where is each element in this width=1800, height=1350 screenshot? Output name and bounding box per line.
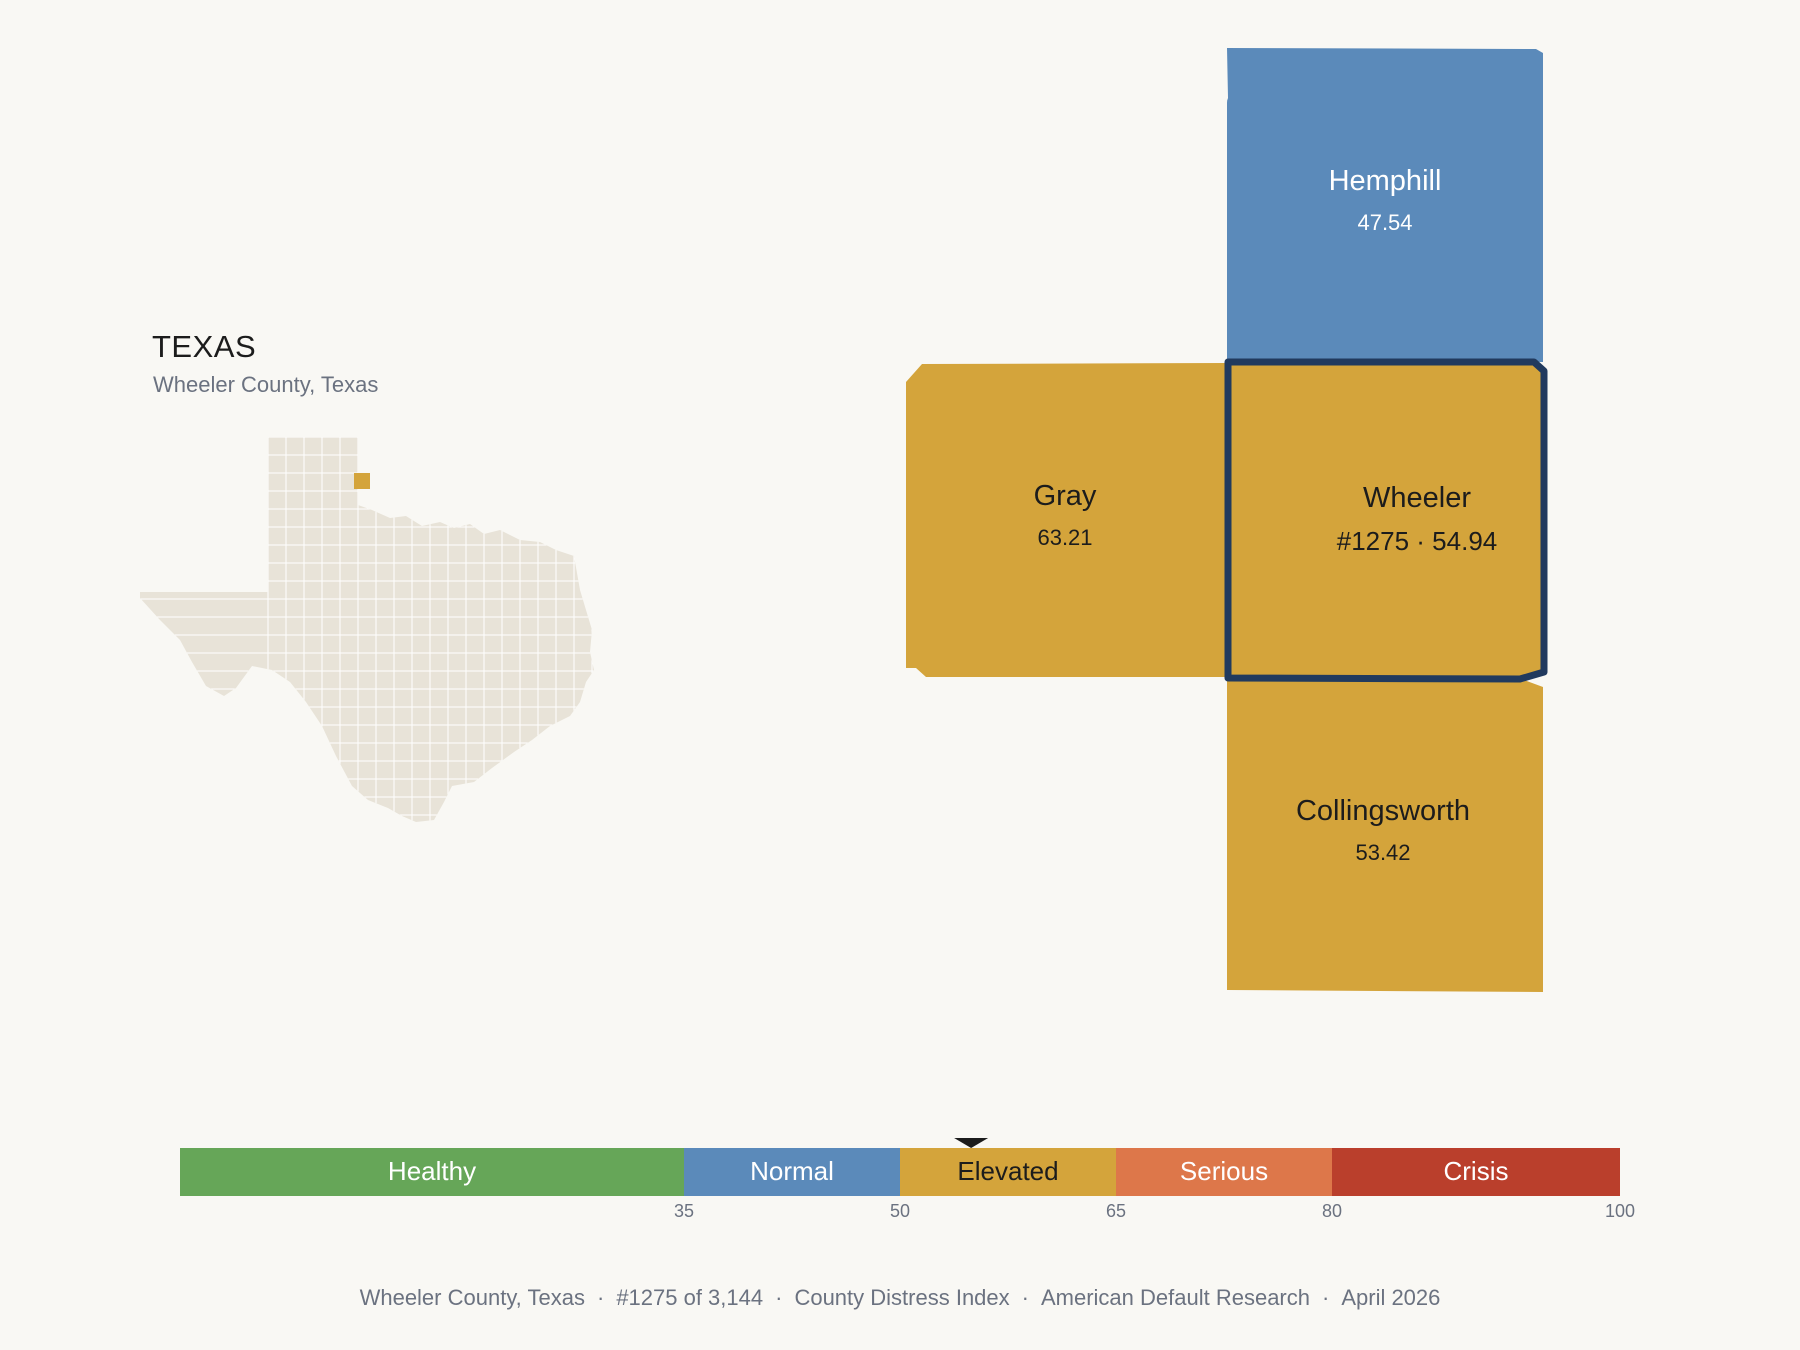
scale-tick-label: 100: [1605, 1201, 1635, 1220]
state-subtitle: Wheeler County, Texas: [153, 372, 379, 397]
texas-outline: [140, 437, 594, 822]
scale-tick-label: 50: [890, 1201, 910, 1220]
county-hemphill-score: 47.54: [1357, 210, 1412, 235]
scale-tick-label: 80: [1322, 1201, 1342, 1220]
county-hemphill[interactable]: [1227, 48, 1543, 362]
county-collingsworth-score: 53.42: [1355, 840, 1410, 865]
scale-band-normal: [684, 1148, 900, 1196]
footer-index: County Distress Index: [794, 1285, 1010, 1310]
scale-band-label: Elevated: [957, 1156, 1058, 1186]
texas-locator-map: [140, 437, 594, 822]
scale-tick-label: 35: [674, 1201, 694, 1220]
scale-marker: [954, 1138, 989, 1148]
footer-county: Wheeler County, Texas: [359, 1285, 585, 1310]
scale-band-crisis: [1332, 1148, 1620, 1196]
footer-date: April 2026: [1341, 1285, 1441, 1310]
scale-band-elevated: [900, 1148, 1116, 1196]
county-gray-score: 63.21: [1037, 525, 1092, 550]
scale-ticks: 35 50 65 80 100: [674, 1201, 1635, 1220]
scale-band-label: Serious: [1180, 1156, 1268, 1186]
texas-county-grid: [140, 437, 594, 822]
scale-bands: Healthy Normal Elevated Serious Crisis: [180, 1148, 1620, 1196]
county-gray-name: Gray: [1034, 480, 1097, 512]
distress-scale: Healthy Normal Elevated Serious Crisis 35 50 6…: [180, 1138, 1635, 1220]
scale-tick-label: 65: [1106, 1201, 1126, 1220]
county-gray[interactable]: [906, 363, 1227, 677]
county-wheeler-name: Wheeler: [1363, 482, 1471, 514]
county-collingsworth-name: Collingsworth: [1296, 795, 1470, 827]
footer: Wheeler County, Texas · #1275 of 3,144 · Cou…: [0, 1285, 1800, 1311]
county-hemphill-name: Hemphill: [1329, 165, 1442, 197]
footer-rank: #1275 of 3,144: [616, 1285, 764, 1310]
footer-separator: ·: [596, 1285, 605, 1310]
scale-band-label: Normal: [750, 1156, 834, 1186]
footer-source: American Default Research: [1040, 1285, 1310, 1310]
footer-separator: ·: [1021, 1285, 1029, 1310]
county-collingsworth[interactable]: [1227, 676, 1543, 992]
scale-band-serious: [1116, 1148, 1332, 1196]
county-wheeler-label: #1275 · 54.94: [1337, 526, 1497, 556]
locator-highlight-wheeler: [354, 473, 370, 489]
county-wheeler[interactable]: [1224, 358, 1548, 683]
state-title: TEXAS: [152, 329, 257, 364]
scale-band-label: Healthy: [388, 1156, 476, 1186]
scale-band-healthy: [180, 1148, 684, 1196]
scale-band-label: Crisis: [1444, 1156, 1509, 1186]
footer-separator: ·: [775, 1285, 783, 1310]
footer-separator: ·: [1322, 1285, 1330, 1310]
county-neighbor-map: Hemphill 47.54 Gray 63.21 Collingsworth …: [906, 48, 1548, 992]
